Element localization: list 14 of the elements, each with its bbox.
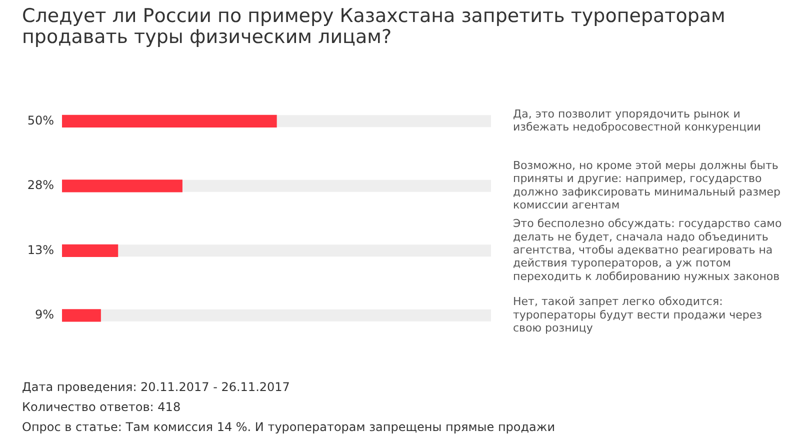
- data-label: 13%: [27, 242, 54, 257]
- data-label: 50%: [27, 113, 54, 128]
- y-tick-label: Нет, такой запрет легко обходится: туроператоры будут вести продажи через свою розницу: [513, 295, 762, 334]
- y-tick-label: Возможно, но кроме этой меры должны быть приняты и другие: например, государство должно зафиксировать минимальный размер комиссии агентам: [513, 158, 781, 212]
- text: Дата проведения: 20.11.2017 - 26.11.2017: [22, 379, 291, 396]
- data-label: 28%: [27, 178, 54, 192]
- bar: [62, 244, 118, 258]
- text: Количество ответов: 418: [22, 399, 182, 416]
- y-tick-label: Да, это позволит упорядочить рынок и избежать недобросовестной конкуренции: [513, 107, 761, 134]
- text: Следует ли России по примеру Казахстана запретить туроператорам продавать туры физическим лицам?: [22, 5, 726, 48]
- data-label: 9%: [34, 308, 54, 322]
- text: Опрос в статье: Там комиссия 14 %. И туроператорам запрещены прямые продажи: [22, 419, 556, 436]
- bar: [62, 309, 101, 322]
- y-tick-label: Это бесполезно обсуждать: государство само делать не будет, сначала надо объединить агентства, чтобы адекватно реагировать на действия туроператоров, а уж потом переходить к лоббированию нужных законов: [513, 217, 782, 283]
